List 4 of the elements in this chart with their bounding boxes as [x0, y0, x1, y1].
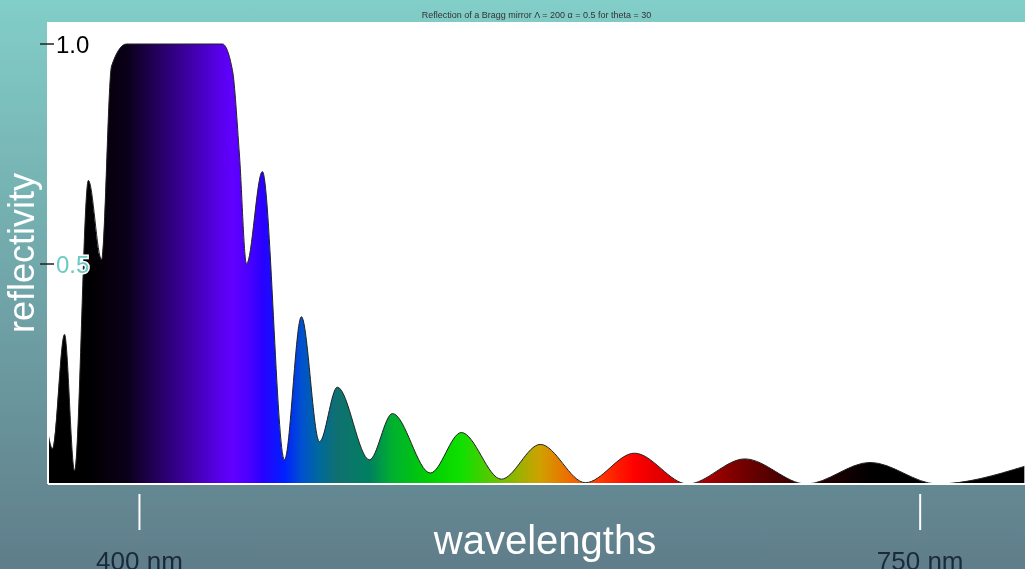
y-tick-label: 1.0 — [56, 31, 90, 58]
y-axis-title: reflectivity — [1, 172, 43, 334]
chart-title: Reflection of a Bragg mirror Λ = 200 α = 0.5 for theta = 30 — [420, 10, 653, 20]
x-axis-title: wavelengths — [433, 517, 657, 563]
